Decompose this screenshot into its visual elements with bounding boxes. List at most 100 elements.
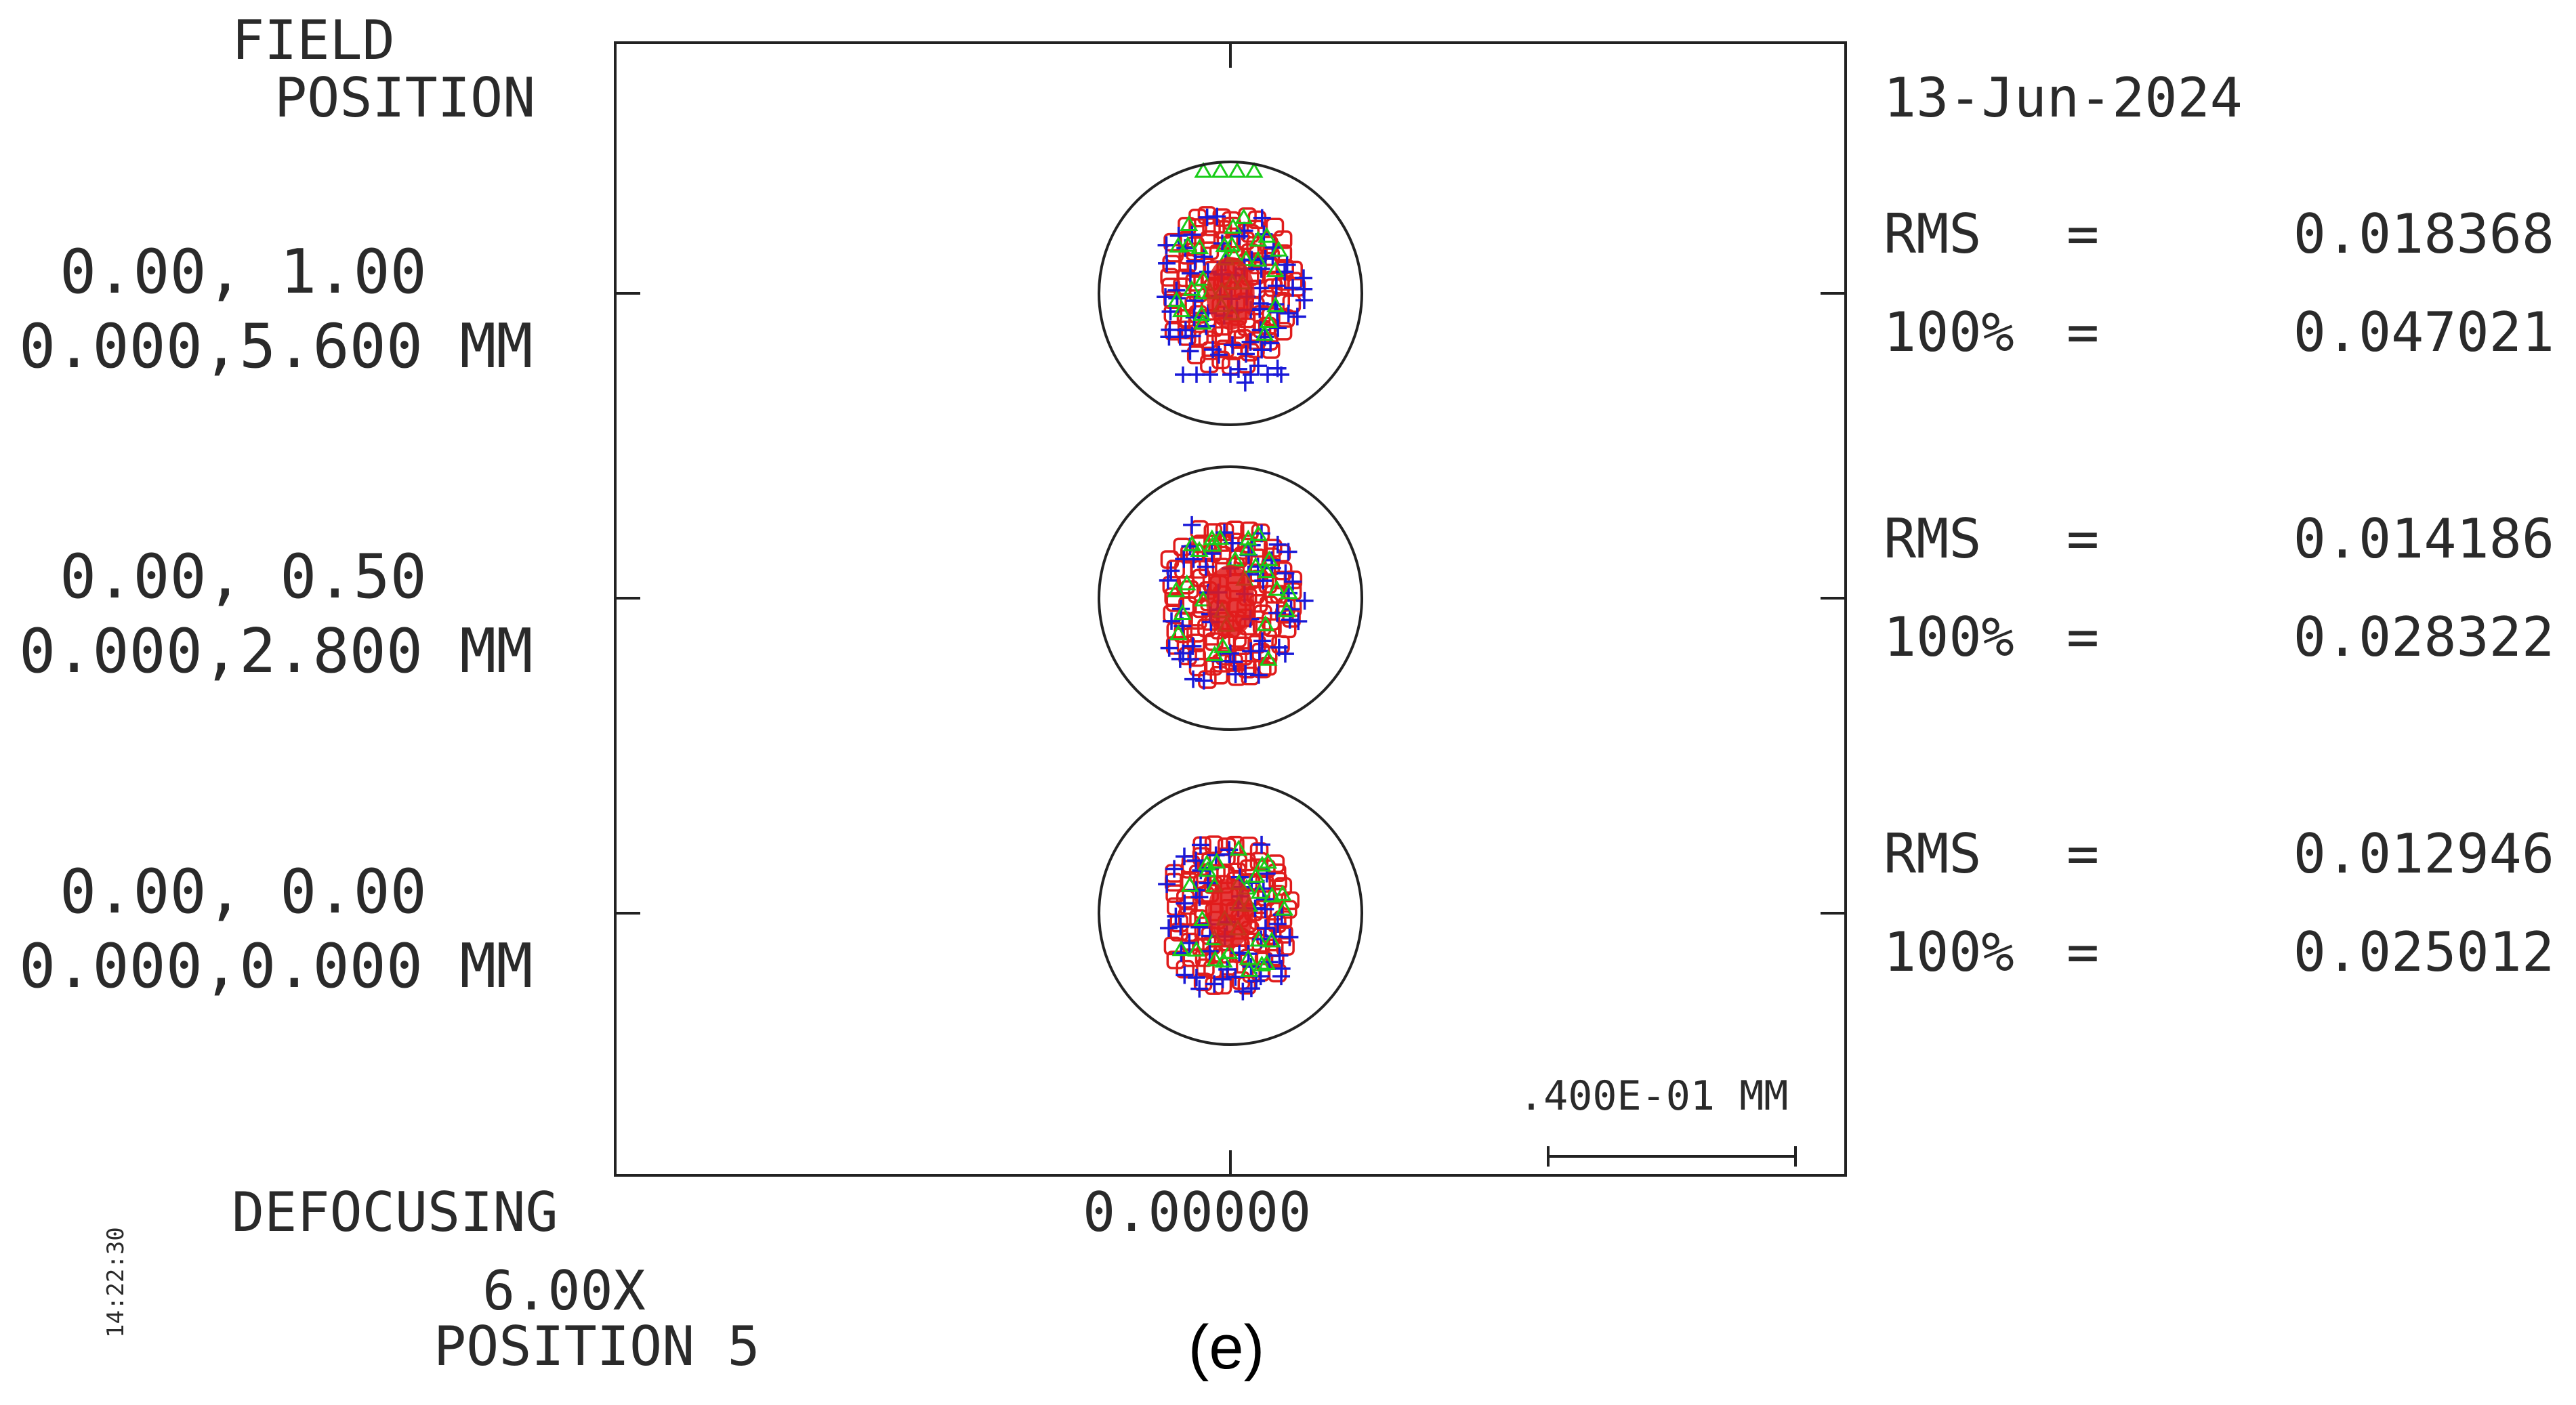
spot-point-green (1266, 261, 1285, 278)
spot-point-red (1198, 330, 1218, 350)
spot-point-blue (1272, 967, 1291, 986)
spot-point-blue (1209, 345, 1228, 364)
spot-point-green (1171, 940, 1190, 957)
spot-point-blue (1183, 226, 1201, 244)
spot-point-green (1266, 296, 1285, 313)
spot-point-red (1186, 624, 1205, 643)
spot-point-green (1205, 950, 1225, 967)
spot-point-green (1180, 215, 1199, 232)
spot-point-green (1273, 885, 1292, 901)
spot-point-red (1179, 896, 1198, 915)
spot-point-red (1263, 618, 1282, 637)
spot-point-blue (1222, 366, 1239, 383)
spot-point-green (1207, 852, 1226, 869)
spot-point-blue (1295, 591, 1314, 610)
hundred-value-3: 0.025012 (2293, 921, 2554, 984)
spot-point-blue (1187, 852, 1205, 870)
spot-point-blue (1190, 980, 1209, 998)
spot-point-green (1257, 562, 1276, 579)
spot-point-blue (1243, 366, 1259, 383)
spot-point-green (1245, 162, 1264, 178)
panel-label: (e) (1188, 1313, 1264, 1382)
spot-point-green (1192, 910, 1212, 926)
spot-point-blue (1163, 612, 1181, 630)
spot-point-green (1279, 583, 1298, 600)
defocusing-value: 0.00000 (1083, 1181, 1311, 1244)
spot-point-blue (1284, 572, 1302, 591)
spot-point-green (1258, 227, 1276, 243)
spot-point-blue (1197, 558, 1215, 576)
spot-point-green (1187, 940, 1206, 957)
spot-point-blue (1159, 919, 1178, 937)
spot-point-blue (1187, 969, 1205, 987)
spot-point-green (1173, 604, 1192, 621)
spot-point-green (1249, 930, 1268, 947)
spot-point-green (1229, 839, 1248, 856)
spot-point-blue (1226, 968, 1245, 986)
spot-point-green (1190, 238, 1209, 255)
spot-group-3 (1158, 835, 1300, 1001)
spot-point-blue (1253, 835, 1271, 854)
spot-point-blue (1268, 915, 1287, 934)
field-coords-3: 0.00, 0.00 (60, 856, 427, 927)
spot-point-blue (1256, 900, 1274, 919)
timestamp: 14:22:30 (102, 1227, 129, 1338)
spot-point-blue (1251, 300, 1269, 318)
spot-core (1206, 565, 1255, 638)
hundred-value-1: 0.047021 (2293, 301, 2554, 364)
spot-point-red (1273, 230, 1293, 249)
spot-point-blue (1176, 966, 1194, 984)
spot-point-blue (1253, 209, 1271, 227)
spot-point-green (1269, 240, 1288, 257)
rms-eq-3: = (2066, 822, 2099, 885)
spot-point-red (1268, 871, 1287, 891)
spot-point-blue (1281, 928, 1299, 946)
spot-point-blue (1171, 917, 1190, 936)
spot-point-red (1273, 322, 1293, 341)
spots-layer (1157, 162, 1314, 1001)
spot-point-green (1198, 860, 1217, 877)
spot-point-green (1214, 951, 1233, 968)
spot-point-blue (1158, 254, 1176, 272)
hundred-eq-3: = (2066, 921, 2099, 984)
spot-point-red (1161, 277, 1180, 297)
spot-point-green (1192, 305, 1211, 321)
date: 13-Jun-2024 (1884, 66, 2243, 129)
spot-point-green (1167, 291, 1186, 308)
spot-point-green (1256, 615, 1275, 631)
spot-point-blue (1190, 888, 1209, 906)
spot-point-green (1249, 525, 1268, 541)
airy-circle-2 (1098, 465, 1363, 731)
spot-point-green (1262, 886, 1281, 903)
spot-point-blue (1295, 291, 1313, 310)
rms-value-3: 0.012946 (2293, 822, 2554, 885)
spot-point-green (1260, 550, 1279, 566)
spot-point-green (1211, 162, 1230, 178)
spot-point-green (1194, 162, 1213, 178)
spot-point-blue (1237, 665, 1255, 683)
spot-point-green (1234, 208, 1253, 224)
spot-point-green (1226, 550, 1245, 567)
spot-group-1 (1157, 162, 1313, 392)
spot-point-red (1226, 520, 1245, 539)
spot-point-green (1205, 645, 1224, 662)
spot-point-green (1203, 535, 1222, 552)
field-coords-2: 0.00, 0.50 (60, 541, 427, 612)
spot-point-green (1228, 162, 1247, 178)
spot-point-red (1271, 635, 1290, 654)
spot-point-blue (1157, 236, 1176, 254)
spot-point-blue (1202, 366, 1218, 383)
spot-point-blue (1181, 650, 1199, 669)
spot-point-red (1268, 963, 1287, 983)
spot-point-blue (1218, 960, 1237, 978)
spot-point-blue (1181, 264, 1199, 282)
spot-point-green (1250, 883, 1269, 899)
spot-point-red (1165, 593, 1185, 612)
spot-point-blue (1183, 516, 1201, 534)
spot-point-blue (1191, 836, 1209, 854)
airy-circle-3 (1098, 780, 1363, 1046)
spot-point-green (1262, 931, 1281, 948)
spot-point-red (1222, 216, 1241, 236)
spot-point-blue (1276, 263, 1294, 281)
